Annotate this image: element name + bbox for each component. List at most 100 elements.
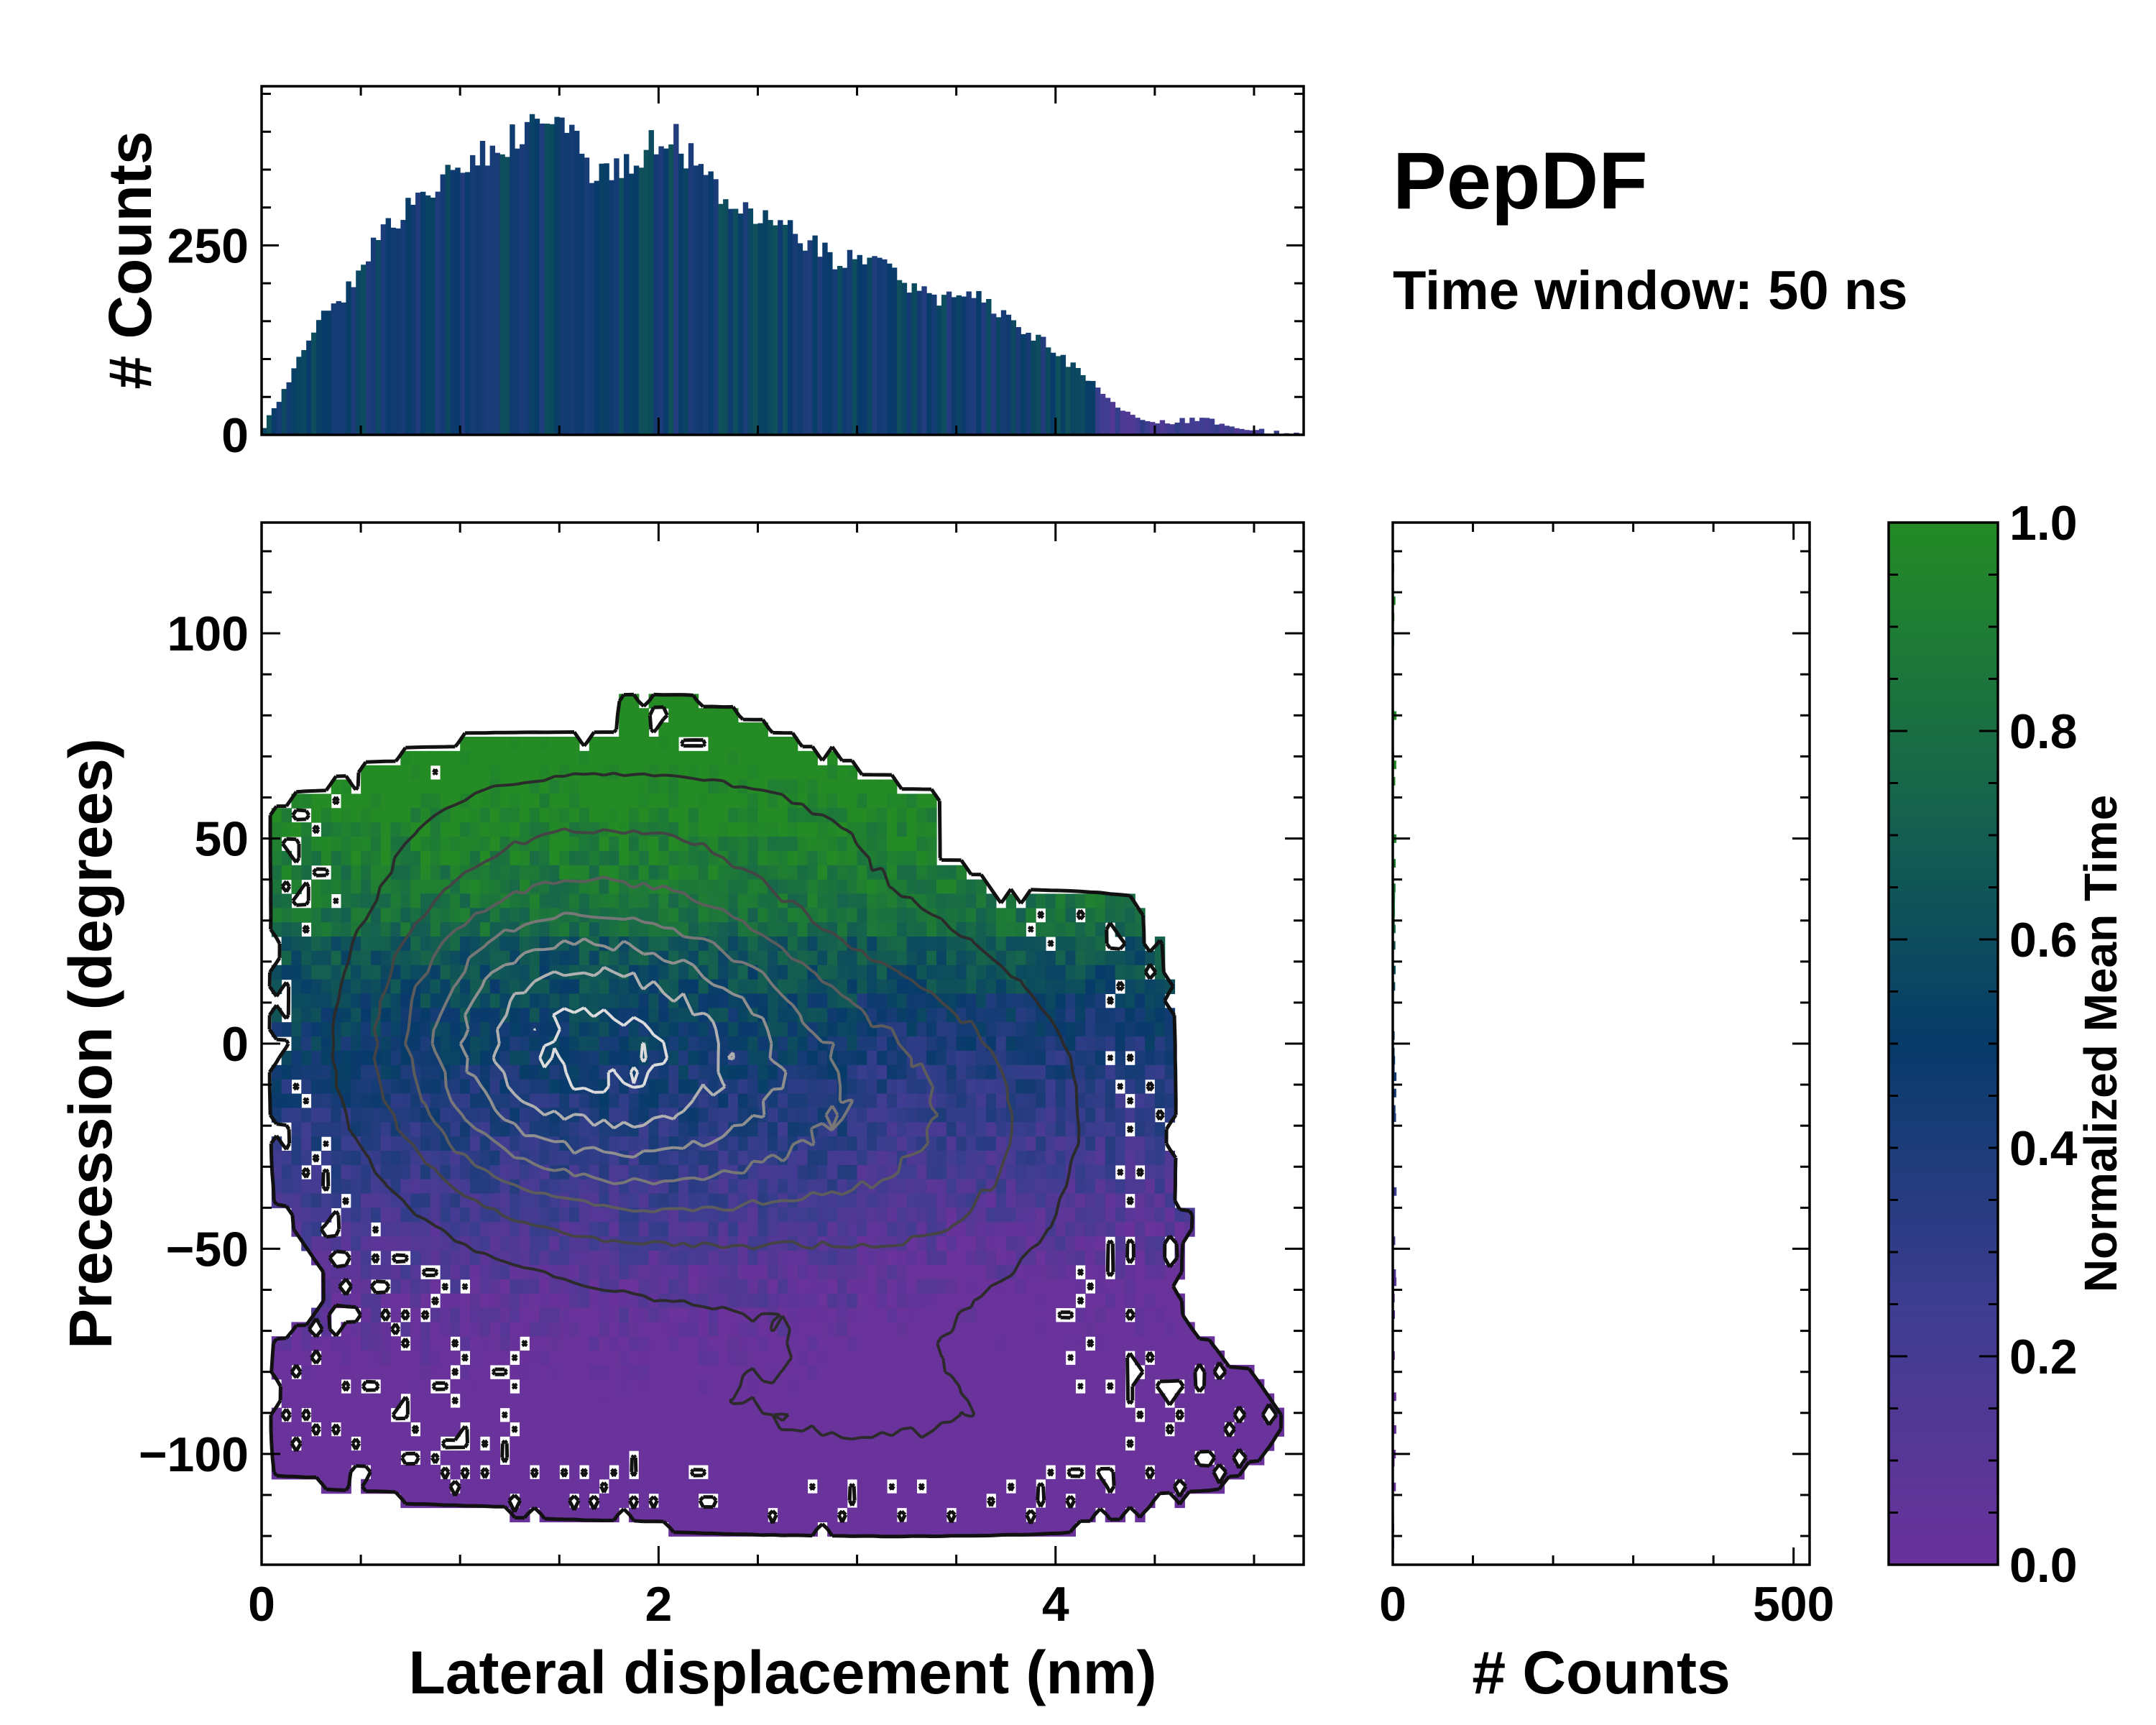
heatmap-cell <box>609 1193 619 1209</box>
heatmap-cell <box>430 1079 441 1095</box>
heatmap-cell <box>589 1208 600 1223</box>
heatmap-cell <box>837 1164 848 1180</box>
heatmap-cell <box>648 1307 659 1322</box>
heatmap-cell <box>995 1364 1007 1380</box>
heatmap-cell <box>976 950 987 966</box>
heatmap-cell <box>579 1393 590 1409</box>
heatmap-cell <box>995 1522 1007 1537</box>
heatmap-cell <box>807 979 818 995</box>
heatmap-cell <box>380 822 392 837</box>
heatmap-cell <box>321 1251 332 1266</box>
heatmap-cell <box>1015 1036 1026 1052</box>
heatmap-cell <box>1135 1307 1146 1322</box>
heatmap-cell <box>619 950 630 966</box>
heatmap-cell <box>1026 950 1036 966</box>
heatmap-cell <box>827 750 838 766</box>
top-histogram-bar <box>1209 418 1215 435</box>
heatmap-cell <box>787 1179 798 1195</box>
heatmap-cell <box>807 1264 818 1280</box>
heatmap-cell <box>877 879 888 895</box>
heatmap-cell <box>648 1279 659 1294</box>
heatmap-cell <box>906 1293 918 1309</box>
heatmap-cell <box>1115 1307 1126 1322</box>
heatmap-cell <box>599 879 609 895</box>
heatmap-cell <box>867 1364 877 1380</box>
heatmap-cell <box>619 1493 630 1509</box>
heatmap-cell <box>1135 1193 1146 1209</box>
heatmap-cell <box>668 736 679 752</box>
heatmap-cell <box>668 1436 679 1451</box>
heatmap-cell <box>1115 908 1126 923</box>
heatmap-cell <box>291 1379 302 1394</box>
heatmap-cell <box>668 1407 679 1422</box>
heatmap-cell <box>946 1351 957 1366</box>
heatmap-cell <box>708 822 719 837</box>
heatmap-cell <box>837 1351 848 1366</box>
heatmap-cell <box>827 1279 838 1294</box>
heatmap-cell <box>737 1179 749 1195</box>
heatmap-cell <box>1184 1364 1195 1380</box>
heatmap-cell <box>747 1179 759 1195</box>
heatmap-cell <box>906 1079 918 1095</box>
top-histogram-bar <box>832 269 838 435</box>
top-histogram-bar <box>266 415 272 435</box>
heatmap-cell <box>1135 1478 1146 1494</box>
heatmap-cell <box>380 1236 392 1251</box>
heatmap-cell <box>390 1064 401 1080</box>
heatmap-cell <box>817 1050 828 1066</box>
heatmap-cell <box>817 1222 828 1237</box>
heatmap-cell <box>906 1251 918 1266</box>
heatmap-cell <box>926 1208 937 1223</box>
top-histogram-bar <box>474 165 481 435</box>
heatmap-cell <box>887 1407 898 1422</box>
heatmap-cell <box>291 1193 302 1209</box>
heatmap-cell <box>1085 1464 1096 1480</box>
heatmap-cell <box>995 1351 1007 1366</box>
top-histogram-bar <box>678 153 684 435</box>
heatmap-cell <box>291 908 302 923</box>
heatmap-cell <box>906 1522 918 1537</box>
heatmap-cell <box>1095 1036 1106 1052</box>
top-histogram-bar <box>1174 422 1180 435</box>
heatmap-cell <box>1026 1022 1036 1037</box>
heatmap-cell <box>470 1050 481 1066</box>
heatmap-cell <box>609 1264 619 1280</box>
heatmap-cell <box>1164 1222 1176 1237</box>
heatmap-cell <box>916 1236 927 1251</box>
heatmap-cell <box>708 1193 719 1209</box>
heatmap-cell <box>986 893 997 908</box>
heatmap-cell <box>351 865 361 880</box>
heatmap-cell <box>1005 1322 1017 1337</box>
heatmap-cell <box>986 1093 997 1108</box>
heatmap-cell <box>1065 1022 1076 1037</box>
heatmap-cell <box>946 979 957 995</box>
top-histogram-bar <box>604 163 609 435</box>
heatmap-cell <box>1105 1208 1116 1223</box>
heatmap-cell <box>569 908 580 923</box>
heatmap-cell <box>817 1478 828 1494</box>
heatmap-cell <box>1164 1307 1176 1322</box>
heatmap-cell <box>499 1050 510 1066</box>
heatmap-cell <box>638 836 650 852</box>
heatmap-cell <box>301 1022 312 1037</box>
heatmap-cell <box>807 1008 818 1023</box>
heatmap-cell <box>1095 1379 1106 1394</box>
heatmap-cell <box>1075 937 1086 952</box>
heatmap-cell <box>718 736 729 752</box>
heatmap-cell <box>956 1464 967 1480</box>
heatmap-cell <box>946 1079 957 1095</box>
heatmap-cell <box>797 1064 808 1080</box>
heatmap-cell <box>529 850 540 866</box>
heatmap-cell <box>916 1279 927 1294</box>
heatmap-cell <box>430 1136 441 1151</box>
heatmap-cell <box>847 879 858 895</box>
heatmap-cell <box>837 922 848 937</box>
heatmap-cell <box>807 1208 818 1223</box>
heatmap-cell <box>380 1008 392 1023</box>
heatmap-cell <box>599 1022 609 1037</box>
heatmap-cell <box>510 1108 520 1123</box>
heatmap-cell <box>638 1322 650 1337</box>
heatmap-cell <box>430 1351 441 1366</box>
heatmap-cell <box>1075 1407 1086 1422</box>
heatmap-cell <box>1075 1251 1086 1266</box>
